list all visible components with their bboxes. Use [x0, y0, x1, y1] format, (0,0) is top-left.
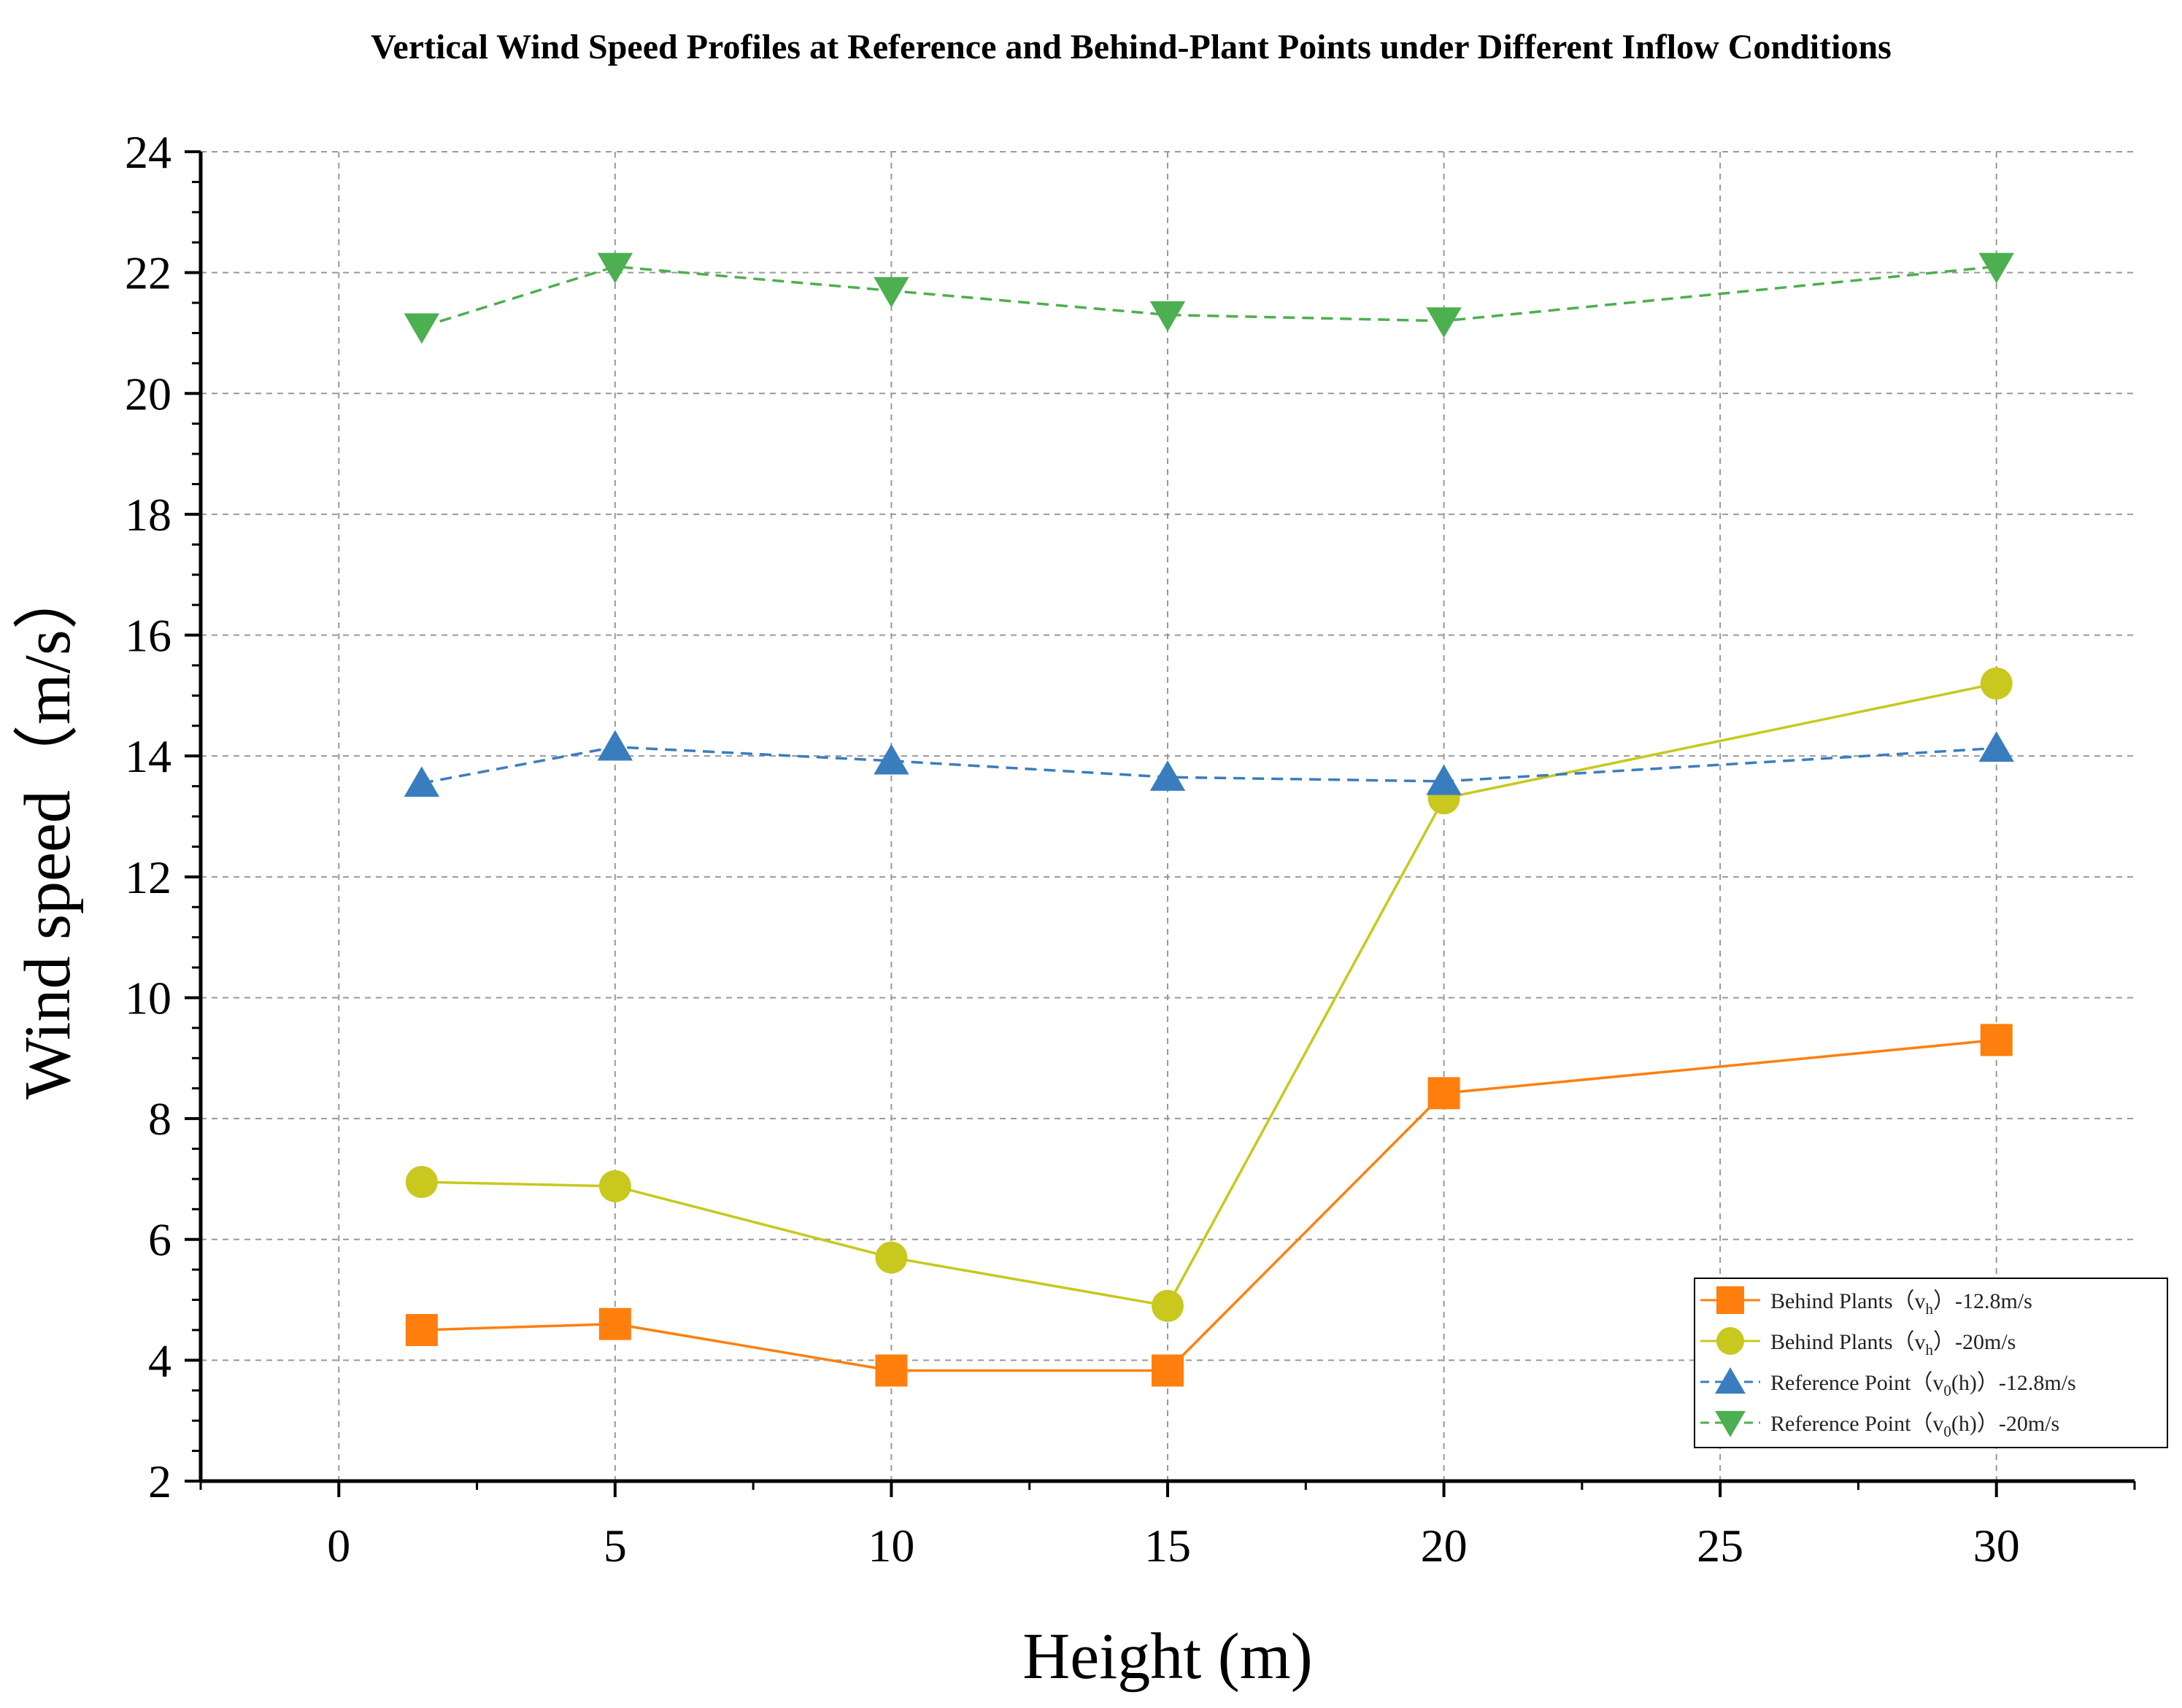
- x-tick-label: 0: [327, 1520, 350, 1572]
- data-point: [1152, 1354, 1184, 1387]
- series-line: [421, 265, 1997, 328]
- legend-label: Behind Plants（vh）-20m/s: [1770, 1330, 2016, 1359]
- data-point: [598, 1307, 631, 1340]
- data-point: [597, 730, 633, 761]
- y-tick-label: 8: [148, 1093, 171, 1145]
- y-tick-label: 18: [125, 489, 171, 541]
- y-tick-label: 10: [125, 972, 171, 1024]
- data-point: [404, 766, 440, 797]
- data-point: [1980, 667, 2013, 700]
- data-point: [874, 743, 909, 775]
- y-tick-label: 4: [148, 1334, 171, 1386]
- y-tick-label: 22: [125, 247, 171, 299]
- legend-label: Reference Point（v0(h)）-20m/s: [1770, 1412, 2059, 1440]
- legend-marker: [1716, 1327, 1744, 1355]
- legend-label: Reference Point（v0(h)）-12.8m/s: [1770, 1371, 2076, 1399]
- y-tick-label: 24: [125, 126, 171, 178]
- x-tick-label: 25: [1697, 1520, 1743, 1572]
- series-group: [404, 252, 2014, 344]
- x-tick-label: 10: [868, 1520, 914, 1572]
- chart-title: Vertical Wind Speed Profiles at Referenc…: [371, 28, 1892, 66]
- legend: Behind Plants（vh）-12.8m/s Behind Plants（v…: [1694, 1278, 2168, 1448]
- data-point: [1149, 301, 1186, 332]
- data-point: [597, 252, 633, 284]
- x-axis-label: Height (m): [1022, 1620, 1312, 1693]
- x-tick-label: 15: [1144, 1520, 1191, 1572]
- data-point: [875, 1241, 908, 1274]
- data-point: [874, 277, 909, 308]
- y-tick-label: 16: [125, 610, 171, 662]
- data-point: [1426, 307, 1462, 338]
- legend-marker: [1715, 1410, 1746, 1437]
- legend-marker: [1715, 1367, 1746, 1394]
- data-point: [1426, 764, 1462, 795]
- x-tick-label: 5: [604, 1520, 627, 1572]
- y-tick-label: 12: [125, 851, 171, 903]
- series-line: [421, 746, 1997, 785]
- data-point: [1427, 1077, 1460, 1110]
- data-point: [1149, 760, 1186, 791]
- data-point: [1978, 731, 2014, 762]
- data-point: [1152, 1289, 1184, 1322]
- data-point: [405, 1166, 438, 1199]
- legend-box: [1694, 1278, 2168, 1448]
- data-point: [405, 1313, 438, 1346]
- series-layer: [404, 252, 2014, 1387]
- series-line: [421, 1038, 1997, 1372]
- series-group: [405, 667, 2013, 1322]
- series-line: [421, 682, 1997, 1307]
- legend-marker: [1716, 1286, 1744, 1314]
- y-tick-label: 20: [125, 368, 171, 420]
- y-tick-label: 2: [148, 1456, 171, 1507]
- data-point: [598, 1170, 631, 1202]
- y-tick-label: 6: [148, 1214, 171, 1266]
- data-point: [1980, 1024, 2013, 1056]
- y-tick-label: 14: [125, 730, 171, 782]
- y-axis-label: Wind speed（m/s）: [12, 564, 84, 1100]
- legend-label: Behind Plants（vh）-12.8m/s: [1770, 1289, 2032, 1318]
- x-tick-label: 30: [1973, 1520, 2020, 1572]
- data-point: [875, 1354, 908, 1387]
- x-tick-label: 20: [1421, 1520, 1468, 1572]
- data-point: [404, 313, 440, 344]
- data-point: [1978, 252, 2014, 284]
- series-group: [405, 1024, 2013, 1387]
- series-group: [404, 730, 2014, 797]
